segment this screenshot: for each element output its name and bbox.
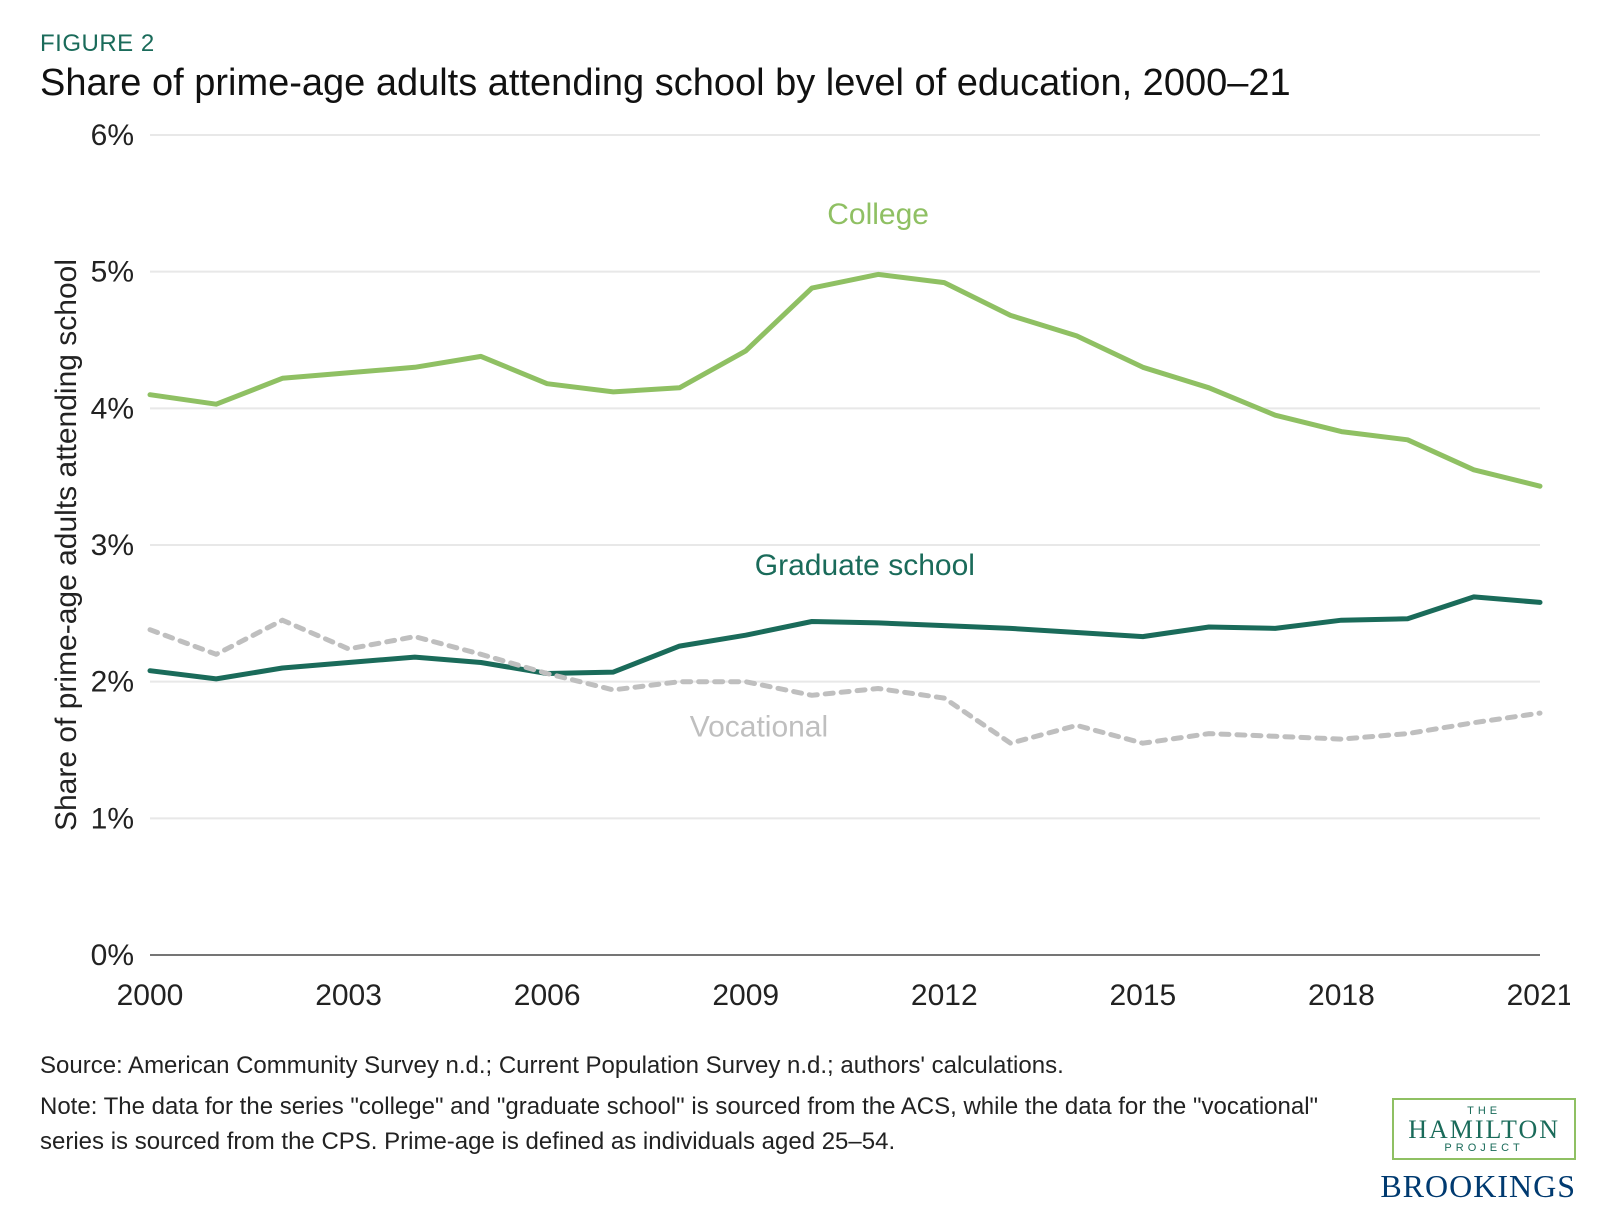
svg-text:2003: 2003 xyxy=(315,979,382,1012)
hamilton-name: HAMILTON xyxy=(1408,1117,1560,1143)
svg-text:Graduate school: Graduate school xyxy=(755,549,975,582)
svg-text:5%: 5% xyxy=(91,256,134,289)
svg-text:2000: 2000 xyxy=(117,979,184,1012)
svg-text:2015: 2015 xyxy=(1109,979,1176,1012)
hamilton-project-logo: THE HAMILTON PROJECT xyxy=(1392,1098,1576,1160)
svg-text:2021: 2021 xyxy=(1507,979,1570,1012)
figure-label: FIGURE 2 xyxy=(40,30,1576,58)
svg-text:1%: 1% xyxy=(91,802,134,835)
svg-text:4%: 4% xyxy=(91,392,134,425)
line-chart: 0% 1% 2% 3% 4% 5% 6% 2000 2003 2006 2009 2012 2015 20… xyxy=(40,115,1570,1035)
svg-text:2012: 2012 xyxy=(911,979,978,1012)
svg-text:Vocational: Vocational xyxy=(690,710,828,743)
chart-title: Share of prime-age adults attending scho… xyxy=(40,62,1576,105)
svg-text:2018: 2018 xyxy=(1308,979,1375,1012)
source-text: Source: American Community Survey n.d.; … xyxy=(40,1049,1320,1084)
svg-text:2009: 2009 xyxy=(712,979,779,1012)
series-college xyxy=(150,274,1540,486)
svg-text:Share of prime-age adults atte: Share of prime-age adults attending scho… xyxy=(50,259,83,831)
svg-text:6%: 6% xyxy=(91,119,134,152)
svg-text:2%: 2% xyxy=(91,666,134,699)
chart-container: 0% 1% 2% 3% 4% 5% 6% 2000 2003 2006 2009 2012 2015 20… xyxy=(40,115,1570,1035)
note-text: Note: The data for the series "college" … xyxy=(40,1090,1320,1160)
svg-text:3%: 3% xyxy=(91,529,134,562)
brookings-logo: BROOKINGS xyxy=(1380,1168,1576,1205)
footnotes: Source: American Community Survey n.d.; … xyxy=(40,1049,1320,1159)
series-graduate-school xyxy=(150,597,1540,679)
logo-block: THE HAMILTON PROJECT BROOKINGS xyxy=(1380,1098,1576,1205)
hamilton-project: PROJECT xyxy=(1408,1143,1560,1154)
svg-text:0%: 0% xyxy=(91,939,134,972)
svg-text:2006: 2006 xyxy=(514,979,581,1012)
svg-text:College: College xyxy=(827,198,929,231)
